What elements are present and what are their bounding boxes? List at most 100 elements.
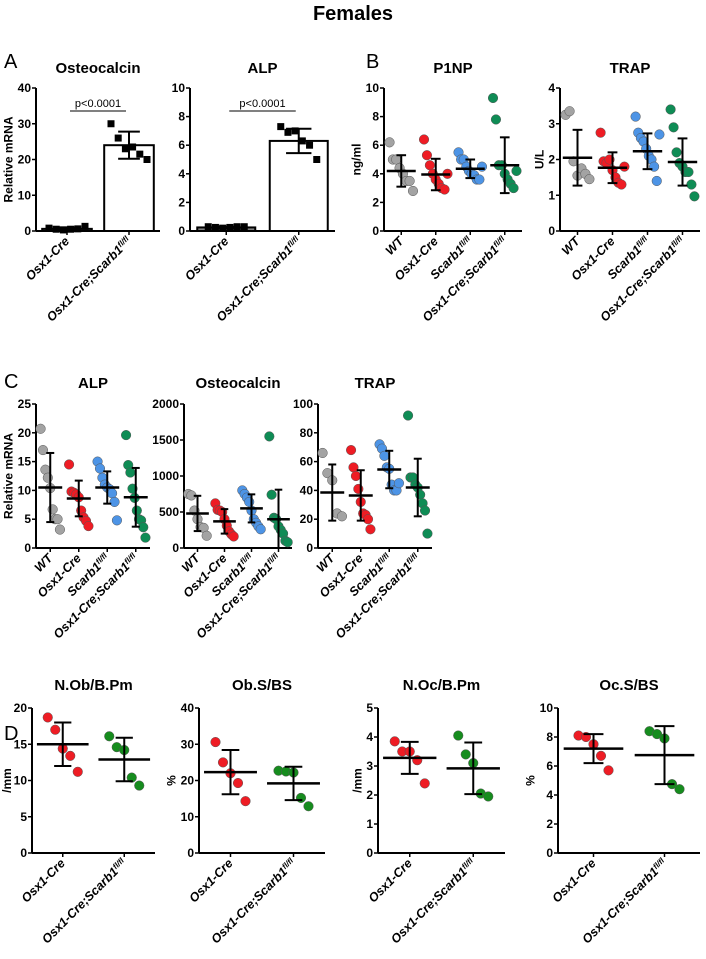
data-point	[668, 122, 679, 133]
data-point	[306, 141, 314, 149]
y-tick-label: 15	[14, 737, 28, 751]
y-tick-label: 6	[178, 138, 185, 152]
x-tick-label-superscript: fl/fl	[94, 551, 109, 566]
data-point	[131, 505, 142, 516]
data-point	[35, 423, 46, 434]
data-point	[255, 524, 266, 535]
bar	[268, 139, 329, 232]
x-tick-label-superscript: fl/fl	[491, 234, 506, 249]
chart-title: TRAP	[610, 60, 651, 77]
data-point	[595, 750, 607, 761]
data-point	[654, 129, 665, 140]
y-tick-label: 0	[172, 541, 179, 555]
chart-title: ALP	[248, 60, 278, 77]
y-tick-label: 0	[24, 224, 31, 238]
data-point	[143, 156, 151, 163]
y-tick-label: 5	[24, 512, 31, 526]
panel-letter-D: D	[4, 723, 18, 745]
y-axis-label: Relative mRNA	[2, 433, 16, 519]
data-point	[74, 225, 82, 233]
panel-letter-A: A	[4, 51, 18, 73]
data-point	[240, 796, 251, 807]
y-tick-label: 20	[18, 153, 32, 167]
x-tick-label: Osx1-Cre	[19, 856, 68, 905]
y-tick-label: 3	[548, 117, 555, 131]
data-point	[67, 225, 75, 233]
y-tick-label: 25	[18, 397, 32, 411]
data-point	[424, 160, 435, 171]
y-tick-label: 0	[24, 541, 31, 555]
y-tick-label: 10	[14, 774, 28, 788]
data-point	[277, 123, 285, 131]
y-tick-label: 8	[372, 110, 379, 124]
x-tick-label: Osx1-Cre	[549, 856, 598, 905]
data-point	[204, 223, 212, 231]
x-tick-label: WT	[559, 233, 584, 258]
data-point	[129, 143, 137, 151]
y-tick-label: 0	[187, 846, 194, 860]
y-tick-label: 0	[372, 224, 379, 238]
data-point	[64, 459, 75, 470]
chart-title: ALP	[78, 375, 108, 392]
data-point	[266, 489, 277, 500]
x-tick-label-superscript: fl/fl	[651, 856, 666, 871]
data-point	[65, 750, 76, 761]
y-tick-label: 20	[300, 512, 314, 526]
y-axis-label: U/L	[532, 150, 546, 169]
data-point	[45, 224, 53, 232]
y-tick-label: 2	[546, 817, 553, 831]
y-tick-label: 10	[18, 483, 32, 497]
data-point	[298, 137, 306, 145]
data-point	[284, 128, 292, 136]
x-tick-label-superscript: fl/fl	[265, 551, 280, 566]
data-point	[240, 223, 248, 231]
y-tick-label: 1	[366, 817, 373, 831]
data-point	[72, 766, 83, 777]
data-point	[52, 225, 60, 233]
chart-title: Ob.S/BS	[232, 677, 292, 694]
data-point	[384, 137, 395, 148]
data-point	[346, 445, 357, 456]
data-point	[379, 450, 390, 461]
y-tick-label: 4	[366, 730, 373, 744]
data-point	[564, 106, 575, 117]
panel-letter-B: B	[366, 51, 379, 73]
data-point	[114, 134, 122, 142]
data-point	[244, 496, 255, 507]
data-point	[508, 183, 519, 194]
x-tick-label-superscript: fl/fl	[457, 234, 472, 249]
y-tick-label: 10	[181, 810, 195, 824]
p-value-label: p<0.0001	[75, 98, 121, 110]
data-point	[303, 801, 314, 812]
y-tick-label: 30	[181, 737, 195, 751]
y-axis-label: /mm	[0, 768, 14, 793]
y-tick-label: 20	[18, 426, 32, 440]
chart-title: TRAP	[355, 375, 396, 392]
y-tick-label: 6	[372, 138, 379, 152]
data-point	[232, 777, 244, 789]
chart-title: N.Oc/B.Pm	[403, 677, 481, 694]
data-point	[83, 521, 94, 532]
data-point	[50, 724, 61, 735]
y-tick-label: 10	[540, 701, 554, 715]
data-point	[121, 145, 129, 153]
x-tick-label-superscript: fl/fl	[116, 234, 131, 249]
y-tick-label: 5	[366, 701, 373, 715]
data-point	[389, 736, 400, 747]
x-tick-label-superscript: fl/fl	[280, 856, 295, 871]
y-axis-label: ng/ml	[350, 144, 364, 176]
chart-C2: Osteocalcin0500100015002000WTOsx1-CreSca…	[152, 375, 293, 641]
data-point	[439, 184, 450, 195]
data-point	[595, 127, 606, 138]
data-point	[107, 488, 118, 499]
y-tick-label: 0	[546, 846, 553, 860]
chart-title: Oc.S/BS	[599, 677, 658, 694]
data-point	[422, 528, 433, 539]
y-axis-label: /mm	[350, 768, 364, 793]
y-tick-label: 40	[181, 701, 195, 715]
data-point	[121, 430, 132, 441]
y-tick-label: 2000	[152, 397, 179, 411]
data-point	[317, 447, 328, 459]
x-tick-label: Osx1-Cre	[182, 234, 231, 283]
